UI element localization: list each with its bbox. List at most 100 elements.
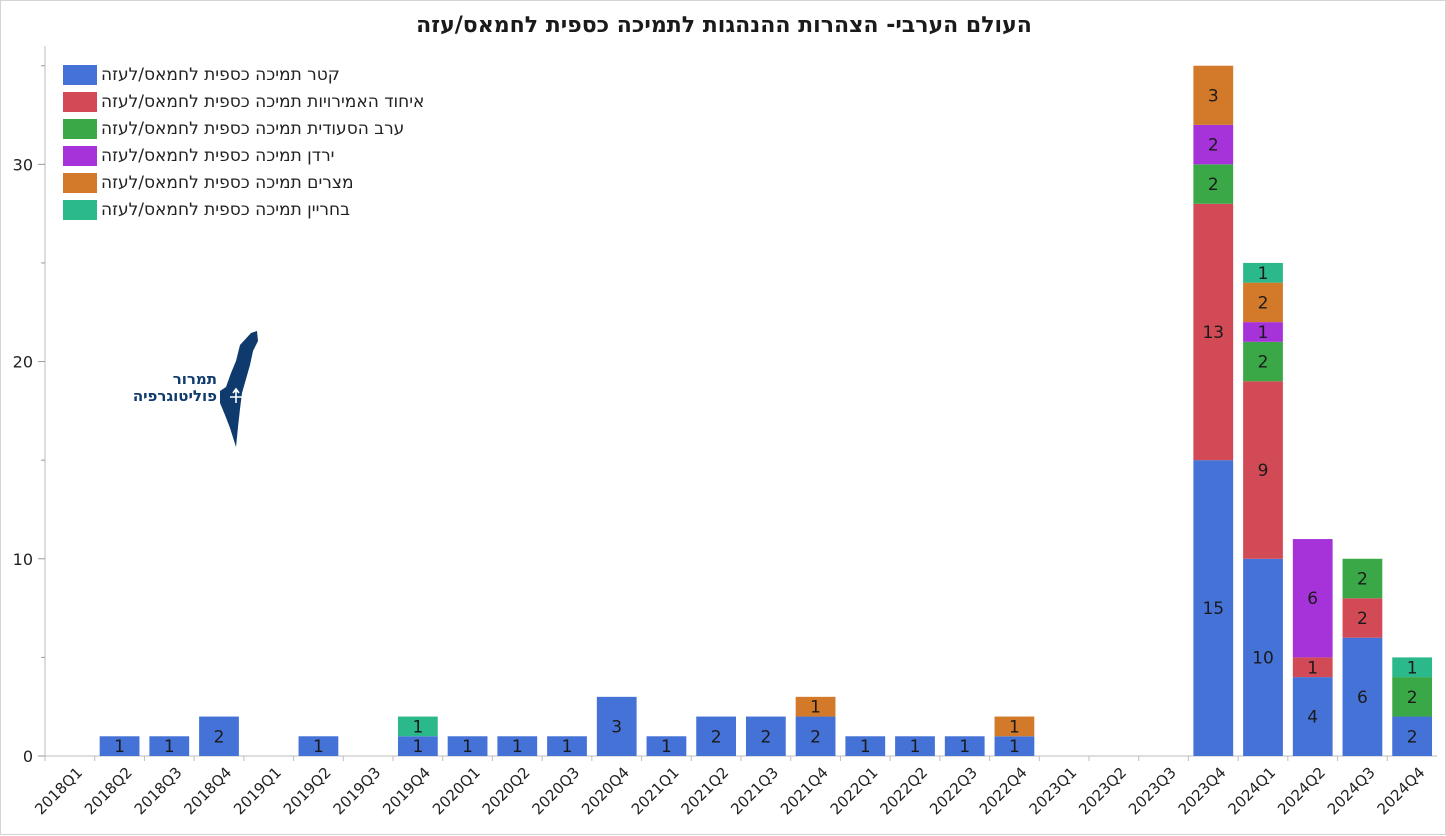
x-tick-label: 2020Q4 — [578, 764, 633, 819]
bar-value-label: 1 — [860, 737, 871, 757]
legend-item: מצרים תמיכה כספית לחמאס/לעזה — [63, 169, 424, 196]
legend-label: מצרים תמיכה כספית לחמאס/לעזה — [101, 172, 354, 193]
bar-value-label: 2 — [1258, 293, 1269, 313]
legend-label: ערב הסעודית תמיכה כספית לחמאס/לעזה — [101, 118, 405, 139]
x-tick-label: 2024Q2 — [1274, 764, 1329, 819]
bar-value-label: 1 — [810, 698, 821, 718]
logo-line-1: תמרור — [172, 370, 217, 388]
x-tick-label: 2021Q2 — [678, 764, 733, 819]
bar-value-label: 2 — [214, 727, 225, 747]
x-tick-label: 2018Q2 — [81, 764, 136, 819]
bar-segment — [397, 716, 438, 737]
x-tick-label: 2022Q4 — [976, 764, 1031, 819]
bar-value-label: 1 — [1258, 323, 1269, 343]
bar-segment — [397, 736, 438, 756]
bar-value-label: 2 — [1208, 136, 1219, 156]
x-tick-label: 2020Q3 — [528, 764, 583, 819]
x-tick-label: 2020Q2 — [479, 764, 534, 819]
legend-label: איחוד האמירויות תמיכה כספית לחמאס/לעזה — [101, 91, 425, 112]
bar-segment — [1193, 65, 1234, 125]
bar-value-label: 1 — [412, 737, 423, 757]
bar-value-label: 3 — [1208, 86, 1219, 106]
bar-segment — [1292, 539, 1333, 658]
bar-segment — [497, 736, 538, 756]
bar-segment — [99, 736, 140, 756]
logo-text: תמרור פוליטוגרפיה — [109, 371, 217, 405]
bar-value-label: 2 — [1258, 353, 1269, 373]
bar-value-label: 10 — [1252, 648, 1274, 668]
x-tick-label: 2019Q1 — [230, 764, 285, 819]
bar-segment — [696, 716, 737, 756]
bar-value-label: 1 — [164, 737, 175, 757]
bar-segment — [1342, 558, 1383, 599]
bar-value-label: 1 — [313, 737, 324, 757]
bar-value-label: 2 — [1407, 727, 1418, 747]
x-tick-label: 2021Q1 — [628, 764, 683, 819]
bar-value-label: 1 — [959, 737, 970, 757]
legend-swatch — [63, 91, 97, 112]
x-tick-label: 2018Q1 — [31, 764, 86, 819]
y-tick-label: 0 — [23, 747, 33, 766]
legend-swatch — [63, 64, 97, 85]
x-tick-label: 2023Q4 — [1175, 764, 1230, 819]
bar-segment — [1392, 677, 1433, 717]
bar-segment — [1193, 164, 1234, 204]
logo-line-2: פוליטוגרפיה — [132, 387, 217, 405]
bar-value-label: 1 — [1009, 737, 1020, 757]
x-tick-label: 2018Q3 — [131, 764, 186, 819]
bar-segment — [795, 696, 836, 717]
bar-value-label: 6 — [1357, 688, 1368, 708]
legend-swatch — [63, 172, 97, 193]
legend-label: קטר תמיכה כספית לחמאס/לעזה — [101, 64, 340, 85]
bar-segment — [845, 736, 886, 756]
bar-segment — [1342, 637, 1383, 756]
legend-item: איחוד האמירויות תמיכה כספית לחמאס/לעזה — [63, 88, 424, 115]
bar-value-label: 15 — [1202, 599, 1224, 619]
legend: קטר תמיכה כספית לחמאס/לעזה איחוד האמירויו… — [63, 61, 424, 223]
bar-value-label: 13 — [1202, 323, 1224, 343]
bar-value-label: 1 — [910, 737, 921, 757]
legend-swatch — [63, 118, 97, 139]
bar-segment — [199, 716, 239, 756]
bar-value-label: 1 — [1009, 717, 1020, 737]
bar-value-label: 2 — [711, 727, 722, 747]
x-tick-label: 2019Q3 — [330, 764, 385, 819]
bar-value-label: 2 — [1357, 570, 1368, 590]
y-tick-label: 30 — [13, 155, 33, 174]
bar-segment — [994, 736, 1035, 756]
bar-value-label: 2 — [1407, 688, 1418, 708]
x-tick-label: 2024Q1 — [1224, 764, 1279, 819]
bar-value-label: 2 — [1357, 609, 1368, 629]
bar-segment — [1392, 716, 1433, 756]
bar-segment — [795, 716, 836, 756]
bar-segment — [1342, 598, 1383, 638]
bar-segment — [596, 696, 637, 756]
legend-swatch — [63, 199, 97, 220]
x-tick-label: 2021Q4 — [777, 764, 832, 819]
bar-value-label: 1 — [562, 737, 573, 757]
x-tick-label: 2022Q3 — [926, 764, 981, 819]
tamrur-logo: תמרור פוליטוגרפיה — [109, 331, 269, 451]
y-tick-label: 20 — [13, 353, 33, 372]
x-tick-label: 2023Q2 — [1075, 764, 1130, 819]
bar-value-label: 3 — [611, 717, 622, 737]
x-tick-label: 2024Q4 — [1374, 764, 1429, 819]
bar-segment — [1392, 657, 1433, 678]
legend-label: ירדן תמיכה כספית לחמאס/לעזה — [101, 145, 335, 166]
bar-value-label: 1 — [1407, 658, 1418, 678]
legend-label: בחריין תמיכה כספית לחמאס/לעזה — [101, 199, 350, 220]
bar-segment — [149, 736, 190, 756]
bar-value-label: 2 — [760, 727, 771, 747]
bar-value-label: 1 — [412, 717, 423, 737]
legend-item: ירדן תמיכה כספית לחמאס/לעזה — [63, 142, 424, 169]
bar-value-label: 9 — [1258, 461, 1269, 481]
chart-title: העולם הערבי- הצהרות ההנהגות לתמיכה כספית… — [416, 13, 1032, 38]
bar-segment — [1193, 203, 1234, 461]
bar-segment — [1243, 341, 1283, 382]
legend-item: קטר תמיכה כספית לחמאס/לעזה — [63, 61, 424, 88]
bar-segment — [1193, 460, 1234, 756]
y-tick-label: 10 — [13, 550, 33, 569]
bar-value-label: 6 — [1307, 589, 1318, 609]
